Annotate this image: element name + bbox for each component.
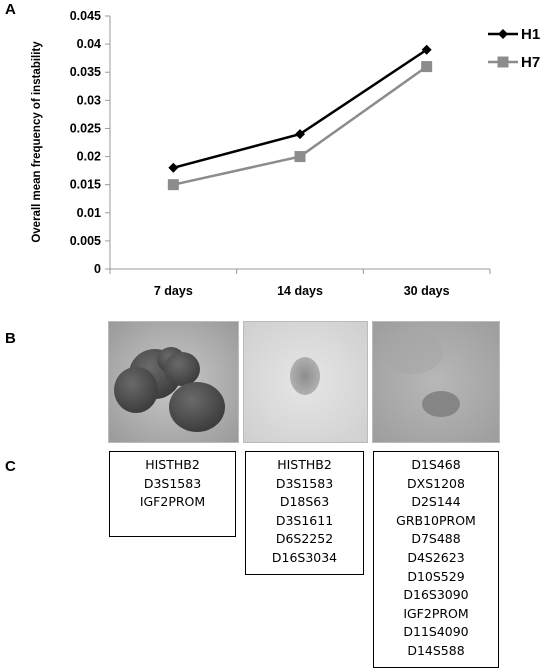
panel-label-b: B [5, 330, 16, 347]
faint-colony-photo [372, 321, 500, 443]
marker-item: DXS1208 [407, 475, 465, 491]
marker-item: D11S4090 [403, 624, 469, 640]
line-chart: 0 0.005 0.01 0.015 0.02 0.025 0.03 0.035 0.04 0.0… [31, 9, 540, 298]
marker-item: HISTHB2 [277, 457, 332, 472]
series-line-h7 [173, 65, 428, 186]
marker-list-14-days: HISTHB2 D3S1583 D18S63 D3S1611 D6S2252 D… [245, 451, 364, 575]
data-point-h1 [168, 162, 179, 173]
y-tick-label: 0.035 [70, 65, 101, 79]
y-tick-label: 0.015 [70, 178, 101, 192]
x-tick-label: 30 days [404, 284, 450, 298]
data-point-h7 [167, 179, 179, 191]
marker-item: D16S3034 [271, 549, 338, 565]
marker-list-7-days: HISTHB2 D3S1583 IGF2PROM [109, 451, 236, 537]
legend-marker-h7 [497, 56, 509, 68]
legend-marker-h1 [498, 29, 508, 39]
y-tick-label: 0 [94, 262, 101, 276]
marker-item: D16S3090 [403, 587, 469, 603]
x-tick-label: 7 days [154, 284, 193, 298]
marker-item: IGF2PROM [403, 605, 469, 621]
data-point-h7 [421, 61, 433, 73]
y-tick-label: 0.045 [70, 9, 101, 23]
cell-colonies-photo [108, 321, 239, 443]
y-tick-label: 0.01 [77, 206, 101, 220]
data-point-h1 [295, 129, 305, 140]
marker-item: IGF2PROM [139, 494, 206, 510]
panel-label-c: C [5, 458, 16, 475]
marker-list-30-days: D1S468 DXS1208 D2S144 GRB10PROM D7S488 D… [373, 451, 499, 668]
y-axis-label: Overall mean frequency of instability [31, 41, 43, 243]
marker-item: D3S1611 [275, 512, 334, 528]
marker-item: GRB10PROM [396, 512, 476, 528]
marker-item: D6S2252 [275, 531, 334, 547]
marker-item: D14S588 [407, 642, 465, 658]
data-point-h1 [421, 44, 432, 55]
data-point-h7 [294, 151, 306, 163]
y-tick-label: 0.04 [77, 37, 101, 51]
y-tick-label: 0.02 [77, 150, 101, 164]
marker-item: D18S63 [279, 494, 330, 510]
x-tick-label: 14 days [277, 284, 323, 298]
marker-item: D10S529 [407, 568, 465, 584]
y-tick-label: 0.025 [70, 121, 101, 135]
y-tick-label: 0.005 [70, 234, 101, 248]
y-tick-label: 0.03 [77, 93, 101, 107]
marker-item: HISTHB2 [145, 457, 200, 472]
marker-item: D4S2623 [407, 549, 465, 565]
marker-item: D3S1583 [275, 475, 334, 491]
marker-item: D1S468 [411, 457, 461, 472]
marker-item: D3S1583 [143, 475, 202, 491]
single-colony-photo [243, 321, 368, 443]
legend-label-h7: H7 [521, 54, 540, 71]
marker-item: D7S488 [411, 531, 461, 547]
series-line-h1 [173, 48, 428, 170]
marker-item: D2S144 [411, 494, 461, 510]
legend-label-h1: H1 [521, 26, 540, 43]
panel-label-a: A [5, 1, 16, 18]
